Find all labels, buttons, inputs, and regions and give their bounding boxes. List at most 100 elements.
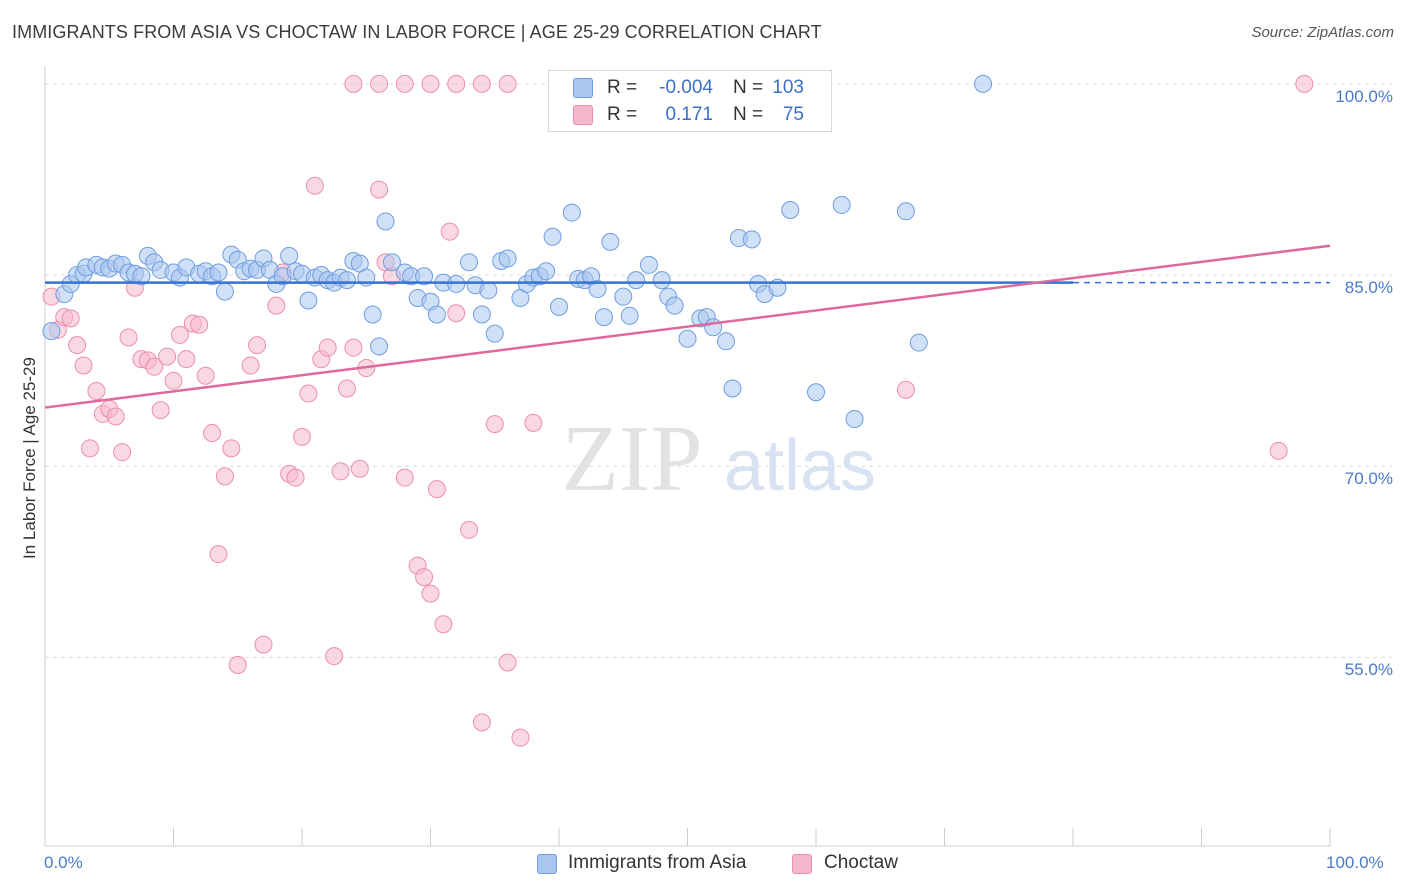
- data-point: [678, 329, 697, 348]
- legend-n-value: 103: [772, 77, 804, 98]
- data-point: [421, 74, 440, 93]
- data-point: [344, 338, 363, 357]
- source-credit: Source: ZipAtlas.com: [1251, 24, 1394, 41]
- data-point: [337, 379, 356, 398]
- data-point: [485, 324, 504, 343]
- data-point: [299, 384, 318, 403]
- asia-points: [42, 74, 993, 429]
- data-point: [190, 315, 209, 334]
- x-tick-min: 0.0%: [44, 853, 83, 872]
- data-point: [447, 274, 466, 293]
- data-point: [177, 350, 196, 369]
- data-point: [325, 647, 344, 666]
- data-point: [781, 201, 800, 220]
- data-point: [331, 462, 350, 481]
- data-point: [215, 467, 234, 486]
- data-point: [363, 305, 382, 324]
- data-point: [170, 325, 189, 344]
- watermark-zip: ZIP: [562, 407, 703, 511]
- data-point: [447, 304, 466, 323]
- data-point: [421, 584, 440, 603]
- data-point: [415, 267, 434, 286]
- data-point: [395, 468, 414, 487]
- data-point: [286, 468, 305, 487]
- data-point: [145, 357, 164, 376]
- legend-n-label: N =: [733, 77, 764, 98]
- data-point: [485, 415, 504, 434]
- legend-r-label: R =: [607, 104, 638, 125]
- data-point: [222, 439, 241, 458]
- data-point: [1295, 74, 1314, 93]
- data-point: [68, 336, 87, 355]
- data-point: [215, 282, 234, 301]
- data-point: [524, 413, 543, 432]
- data-point: [209, 545, 228, 564]
- data-point: [550, 297, 568, 316]
- data-point: [248, 336, 267, 355]
- data-point: [620, 306, 639, 325]
- legend-n-label: N =: [733, 104, 764, 125]
- data-point: [395, 74, 414, 93]
- data-point: [42, 322, 61, 341]
- chart-title: IMMIGRANTS FROM ASIA VS CHOCTAW IN LABOR…: [12, 22, 822, 42]
- data-point: [228, 656, 247, 675]
- bottom-legend-swatch-choctaw: [792, 854, 812, 874]
- data-point: [807, 383, 825, 402]
- legend-swatch-choctaw: [573, 105, 593, 125]
- data-point: [267, 296, 286, 315]
- data-point: [472, 713, 491, 732]
- data-point: [460, 253, 479, 272]
- data-point: [415, 568, 434, 587]
- bottom-legend-swatch-asia: [537, 854, 557, 874]
- data-point: [909, 333, 928, 352]
- data-point: [460, 520, 479, 539]
- bottom-legend-asia: Immigrants from Asia: [568, 852, 747, 873]
- data-point: [723, 379, 742, 398]
- legend-r-label: R =: [607, 77, 638, 98]
- data-point: [434, 615, 453, 634]
- data-point: [350, 459, 369, 478]
- data-point: [280, 246, 299, 265]
- data-point: [588, 280, 607, 299]
- legend-row-choctaw: R = 0.171 N = 75: [549, 101, 831, 127]
- correlation-legend: R = -0.004 N = 103 R = 0.171 N = 75: [548, 70, 832, 132]
- data-point: [498, 653, 517, 672]
- data-point: [209, 263, 228, 282]
- data-point: [164, 371, 183, 390]
- data-point: [427, 305, 446, 324]
- data-point: [627, 271, 646, 290]
- bottom-legend-choctaw: Choctaw: [824, 852, 898, 873]
- data-point: [203, 424, 222, 443]
- data-point: [196, 366, 215, 385]
- data-point: [344, 74, 363, 93]
- data-point: [832, 195, 851, 214]
- axes: [44, 66, 1331, 847]
- data-point: [293, 427, 311, 446]
- data-point: [896, 380, 915, 399]
- legend-r-value: 0.171: [665, 104, 713, 125]
- data-point: [537, 262, 556, 281]
- data-point: [896, 202, 915, 221]
- data-point: [241, 356, 260, 375]
- y-tick-55: 55.0%: [1344, 660, 1393, 679]
- data-point: [562, 203, 581, 222]
- data-point: [543, 227, 562, 246]
- data-point: [498, 249, 517, 268]
- x-tick-max: 100.0%: [1326, 853, 1384, 872]
- data-point: [151, 401, 170, 420]
- trend-lines: [44, 244, 1331, 409]
- y-tick-85: 85.0%: [1344, 278, 1393, 297]
- data-point: [652, 271, 671, 290]
- data-point: [106, 407, 125, 426]
- data-point: [742, 230, 761, 249]
- legend-swatch-asia: [573, 78, 593, 98]
- data-point: [447, 74, 466, 93]
- data-point: [113, 443, 132, 462]
- data-point: [370, 180, 389, 199]
- data-point: [74, 356, 93, 375]
- data-point: [132, 267, 151, 286]
- data-point: [974, 74, 993, 93]
- data-point: [472, 305, 491, 324]
- data-point: [119, 328, 138, 347]
- data-point: [254, 635, 273, 654]
